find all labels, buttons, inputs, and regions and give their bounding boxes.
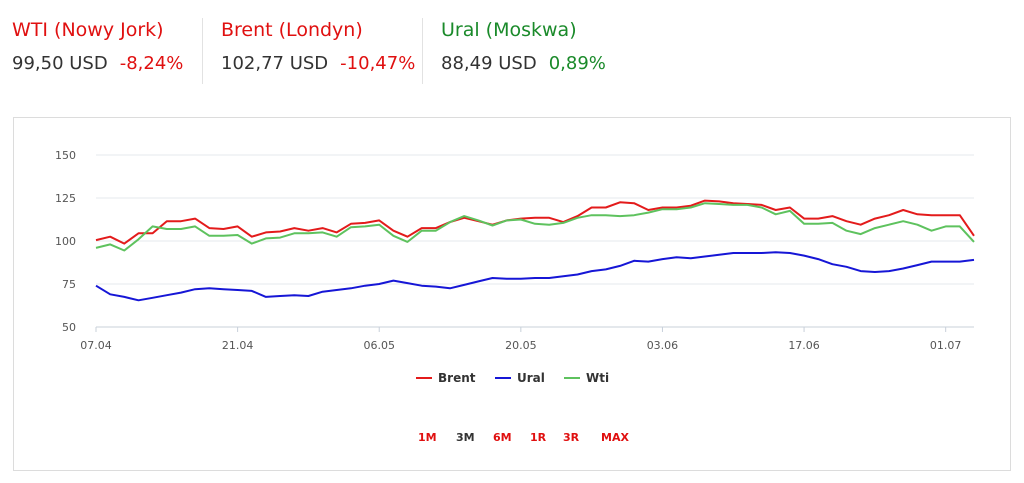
ticker-price: 99,50 USD xyxy=(12,53,108,74)
x-tick-label: 20.05 xyxy=(505,339,537,352)
y-tick-label: 75 xyxy=(62,278,76,291)
x-tick-label: 03.06 xyxy=(647,339,679,352)
ticker-name: Ural (Moskwa) xyxy=(441,19,577,41)
range-button-1m[interactable]: 1M xyxy=(418,431,437,444)
x-tick-label: 01.07 xyxy=(930,339,962,352)
ticker-brent[interactable]: Brent (Londyn) 102,77 USD -10,47% xyxy=(202,18,415,84)
ticker-change: 0,89% xyxy=(548,53,606,74)
series-line-wti[interactable] xyxy=(95,202,975,252)
ticker-change: -10,47% xyxy=(340,53,416,74)
y-tick-label: 125 xyxy=(55,192,76,205)
ticker-bar: WTI (Nowy Jork) 99,50 USD -8,24% Brent (L… xyxy=(0,0,1024,100)
ticker-price: 102,77 USD xyxy=(221,53,329,74)
y-tick-label: 150 xyxy=(55,149,76,162)
ticker-name: Brent (Londyn) xyxy=(221,19,363,41)
legend-label-brent[interactable]: Brent xyxy=(438,371,476,385)
x-tick-label: 17.06 xyxy=(788,339,820,352)
ticker-wti[interactable]: WTI (Nowy Jork) 99,50 USD -8,24% xyxy=(12,18,183,84)
range-button-max[interactable]: MAX xyxy=(601,431,629,444)
ticker-price: 88,49 USD xyxy=(441,53,537,74)
series-line-ural[interactable] xyxy=(95,251,975,302)
range-button-6m[interactable]: 6M xyxy=(493,431,512,444)
legend-label-wti[interactable]: Wti xyxy=(586,371,609,385)
range-button-3r[interactable]: 3R xyxy=(563,431,580,444)
ticker-change: -8,24% xyxy=(119,53,184,74)
ticker-name: WTI (Nowy Jork) xyxy=(12,19,164,41)
y-tick-label: 50 xyxy=(62,321,76,334)
series-line-brent[interactable] xyxy=(95,199,975,245)
legend-label-ural[interactable]: Ural xyxy=(517,371,545,385)
x-tick-label: 21.04 xyxy=(222,339,254,352)
x-tick-label: 07.04 xyxy=(80,339,112,352)
range-button-3m[interactable]: 3M xyxy=(456,431,475,444)
range-button-1r[interactable]: 1R xyxy=(530,431,547,444)
ticker-ural[interactable]: Ural (Moskwa) 88,49 USD 0,89% xyxy=(422,18,606,84)
oil-price-chart: 50 75 100 125 150 07.04 21.04 06.05 20.05 03.06 17… xyxy=(55,149,975,444)
x-tick-label: 06.05 xyxy=(363,339,395,352)
chart-container: 50 75 100 125 150 07.04 21.04 06.05 20.05 03.06 17… xyxy=(13,117,1011,471)
y-tick-label: 100 xyxy=(55,235,76,248)
